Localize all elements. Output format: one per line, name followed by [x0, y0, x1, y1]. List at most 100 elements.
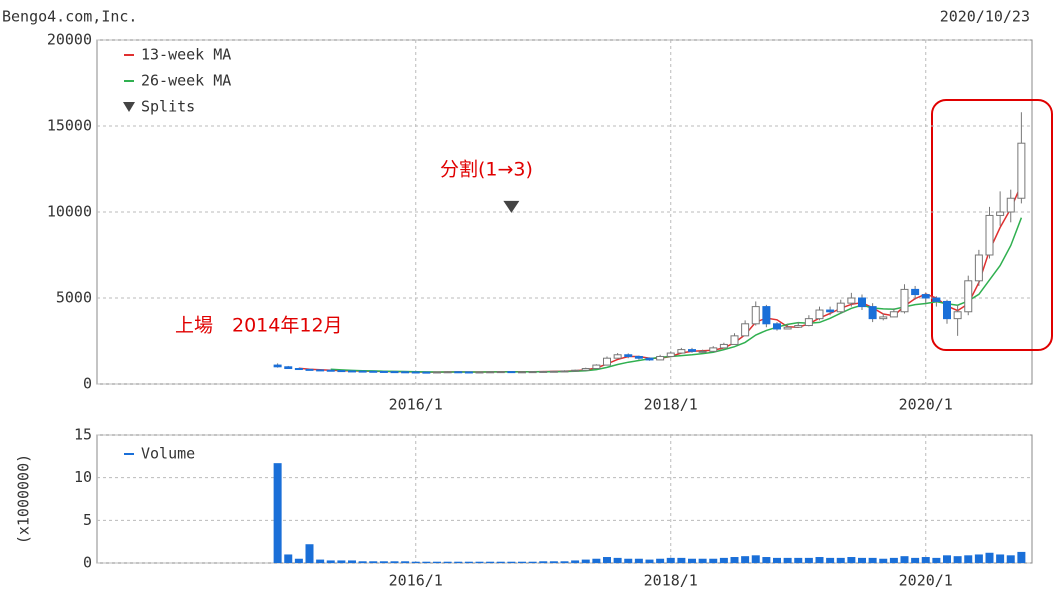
volume-bar: [411, 561, 420, 563]
volume-bar: [316, 559, 325, 563]
candle-body: [624, 354, 633, 357]
volume-bar: [762, 557, 771, 563]
volume-bar: [900, 556, 909, 563]
volume-bar: [475, 561, 484, 563]
volume-bar: [815, 557, 824, 563]
candle-body: [454, 371, 463, 374]
candle-body: [826, 309, 835, 313]
legend-label: Volume: [141, 445, 195, 463]
candle-body: [836, 302, 845, 313]
volume-bar: [656, 558, 665, 563]
volume-bar: [581, 559, 590, 563]
candle-body: [390, 371, 399, 374]
volume-bar: [794, 557, 803, 563]
highlight-box: [931, 99, 1053, 351]
volume-bar: [911, 557, 920, 563]
volume-bar: [358, 561, 367, 563]
candle-body: [273, 364, 282, 368]
candle-body: [443, 371, 452, 374]
y-tick-label: 20000: [47, 31, 92, 49]
volume-bar: [454, 561, 463, 563]
volume-bar: [985, 552, 994, 563]
chart-date: 2020/10/23: [940, 8, 1030, 26]
volume-bar: [783, 557, 792, 563]
y-axis-label: (x1000000): [15, 454, 33, 544]
volume-bar: [348, 560, 356, 563]
candle-body: [889, 311, 898, 318]
volume-bar: [879, 558, 888, 563]
volume-bar: [422, 561, 431, 563]
volume-bar: [730, 557, 739, 563]
candle-body: [794, 325, 803, 328]
volume-bar: [539, 561, 548, 563]
volume-bar: [624, 558, 633, 563]
candle-body: [464, 371, 473, 374]
volume-bar: [889, 557, 898, 563]
candle-body: [305, 368, 314, 371]
y-tick-label: 0: [83, 554, 92, 572]
y-tick-label: 10000: [47, 203, 92, 221]
volume-bar: [719, 557, 728, 563]
legend-label: Splits: [141, 98, 195, 116]
candle-body: [411, 371, 420, 374]
x-tick-label: 2018/1: [644, 396, 698, 414]
candle-body: [719, 343, 728, 349]
candle-body: [879, 316, 888, 320]
y-tick-label: 5: [83, 511, 92, 529]
candle-body: [953, 311, 962, 320]
volume-bar: [305, 544, 314, 563]
candle-body: [943, 300, 951, 320]
volume-bar: [921, 557, 930, 563]
candle-body: [571, 369, 580, 372]
y-tick-label: 15: [74, 426, 92, 444]
candle-body: [815, 309, 824, 320]
volume-bar: [571, 560, 580, 563]
candle-body: [900, 288, 909, 313]
candle-body: [741, 323, 750, 337]
volume-bar: [603, 557, 611, 563]
volume-bar: [666, 557, 675, 563]
candle-body: [581, 368, 590, 371]
candle-body: [868, 306, 877, 320]
candle-body: [592, 364, 601, 370]
candle-body: [985, 214, 994, 256]
candle-body: [507, 371, 516, 374]
x-tick-label: 2018/1: [644, 572, 698, 590]
volume-bar: [698, 558, 707, 563]
volume-bar: [773, 557, 781, 563]
y-tick-label: 10: [74, 468, 92, 486]
candle-body: [475, 371, 484, 374]
volume-bar: [613, 557, 622, 563]
candle-body: [316, 369, 325, 372]
y-tick-label: 15000: [47, 117, 92, 135]
y-tick-label: 5000: [56, 289, 92, 307]
volume-bar: [433, 561, 441, 563]
split-marker: [503, 200, 520, 213]
candle-body: [964, 280, 973, 313]
candle-body: [358, 370, 367, 373]
candle-body: [932, 297, 941, 302]
candle-body: [847, 297, 856, 304]
candle-body: [539, 370, 548, 373]
legend-label: 26-week MA: [141, 72, 231, 90]
volume-bar: [1006, 555, 1015, 563]
volume-bar: [592, 558, 601, 563]
candle-body: [401, 371, 410, 374]
x-tick-label: 2016/1: [389, 396, 443, 414]
candle-body: [379, 370, 388, 373]
candle-body: [528, 371, 537, 374]
candle-body: [921, 294, 930, 299]
candle-body: [762, 306, 771, 325]
volume-bar: [974, 554, 983, 563]
volume-bar: [560, 561, 569, 563]
candle-body: [1017, 142, 1026, 199]
volume-bar: [486, 561, 495, 563]
volume-bar: [964, 555, 973, 563]
candle-body: [518, 371, 526, 374]
volume-bar: [326, 560, 335, 563]
candle-body: [773, 323, 781, 330]
volume-bar: [507, 561, 516, 563]
candle-body: [804, 318, 813, 327]
volume-bar: [528, 561, 537, 563]
